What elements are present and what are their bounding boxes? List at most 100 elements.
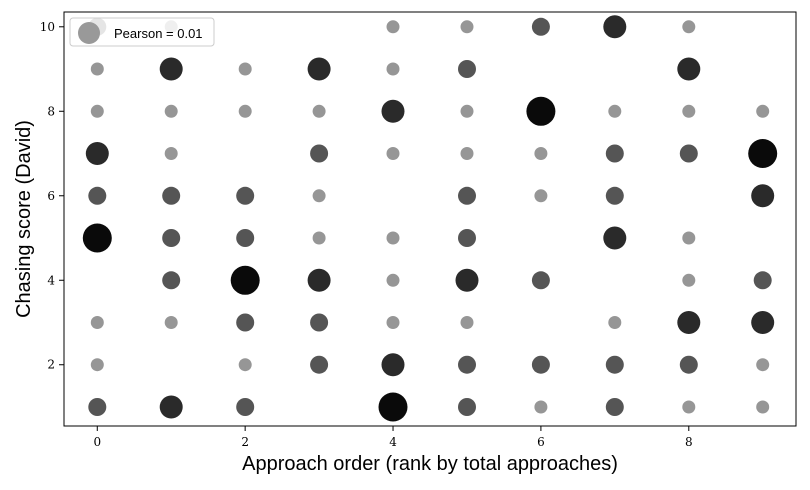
data-point-21: [608, 104, 622, 118]
legend: Pearson = 0.01: [69, 17, 215, 47]
data-point-59: [236, 313, 255, 332]
data-point-83: [756, 400, 770, 414]
data-point-62: [460, 316, 474, 329]
data-point-53: [455, 268, 479, 292]
data-point-18: [381, 99, 405, 123]
data-point-63: [608, 316, 622, 329]
points-layer: [82, 15, 778, 422]
y-tick-label-4: 4: [47, 273, 55, 287]
y-axis-ticks: 2 4 6 8 10: [40, 20, 64, 372]
data-point-70: [458, 355, 476, 374]
data-point-45: [386, 231, 400, 245]
data-point-29: [534, 147, 548, 160]
data-point-82: [682, 400, 696, 414]
data-point-43: [236, 229, 255, 247]
legend-marker: [78, 22, 100, 44]
data-point-68: [310, 355, 329, 374]
data-point-35: [236, 186, 255, 205]
data-point-27: [386, 147, 400, 160]
data-point-12: [458, 60, 476, 78]
data-point-73: [679, 355, 698, 374]
data-point-40: [751, 184, 775, 208]
x-tick-label-6: 6: [537, 435, 545, 449]
data-point-3: [460, 20, 474, 34]
data-point-42: [162, 229, 181, 247]
data-point-19: [460, 104, 474, 118]
data-point-79: [458, 398, 476, 416]
data-point-44: [312, 231, 326, 245]
legend-label: Pearson = 0.01: [114, 26, 203, 41]
y-axis-label: Chasing score (David): [13, 120, 35, 318]
data-point-51: [307, 268, 331, 292]
data-point-26: [310, 144, 329, 163]
data-point-50: [230, 265, 260, 295]
y-tick-label-6: 6: [47, 189, 55, 203]
data-point-37: [458, 186, 476, 205]
data-point-33: [88, 186, 107, 205]
data-point-69: [381, 353, 405, 377]
y-tick-label-2: 2: [47, 358, 55, 372]
data-point-75: [88, 398, 107, 416]
data-point-38: [534, 189, 548, 203]
data-point-77: [236, 398, 255, 416]
data-point-52: [386, 273, 400, 287]
data-point-80: [534, 400, 548, 414]
legend-box: [69, 17, 215, 47]
data-point-60: [310, 313, 329, 332]
data-point-16: [238, 104, 252, 118]
data-point-8: [159, 57, 183, 81]
data-point-65: [751, 311, 775, 334]
data-point-71: [531, 355, 550, 374]
data-point-49: [162, 271, 181, 290]
data-point-22: [682, 104, 696, 118]
data-point-48: [682, 231, 696, 245]
data-point-9: [238, 62, 252, 76]
data-point-4: [531, 17, 550, 36]
data-point-72: [605, 355, 624, 374]
data-point-58: [164, 316, 178, 329]
data-point-23: [756, 104, 770, 118]
data-point-6: [682, 20, 696, 34]
data-point-2: [386, 20, 400, 34]
data-point-76: [159, 395, 183, 419]
data-point-47: [603, 226, 627, 250]
data-point-15: [164, 104, 178, 118]
data-point-57: [90, 316, 104, 329]
x-tick-label-8: 8: [685, 435, 693, 449]
data-point-14: [90, 104, 104, 118]
data-point-46: [458, 229, 476, 247]
data-point-17: [312, 104, 326, 118]
data-point-13: [677, 57, 701, 81]
data-point-74: [756, 358, 770, 372]
data-point-36: [312, 189, 326, 203]
data-point-28: [460, 147, 474, 160]
data-point-66: [90, 358, 104, 372]
x-tick-label-2: 2: [241, 435, 249, 449]
data-point-54: [531, 271, 550, 290]
data-point-39: [605, 186, 624, 205]
data-point-61: [386, 316, 400, 329]
data-point-67: [238, 358, 252, 372]
data-point-55: [682, 273, 696, 287]
data-point-5: [603, 15, 627, 39]
plot-area-frame: [63, 11, 797, 427]
data-point-32: [748, 139, 778, 168]
data-point-41: [82, 223, 112, 253]
x-tick-label-4: 4: [389, 435, 397, 449]
x-axis-ticks: 0 2 4 6 8: [93, 426, 693, 449]
y-tick-label-8: 8: [47, 104, 55, 118]
data-point-78: [378, 392, 408, 422]
data-point-81: [605, 398, 624, 416]
data-point-30: [605, 144, 624, 163]
y-tick-label-10: 10: [40, 20, 55, 34]
x-axis-label: Approach order (rank by total approaches…: [242, 453, 618, 475]
x-tick-label-0: 0: [93, 435, 101, 449]
data-point-56: [753, 271, 772, 290]
data-point-25: [164, 147, 178, 160]
data-point-64: [677, 311, 701, 334]
data-point-20: [526, 96, 556, 126]
data-point-34: [162, 186, 181, 205]
data-point-7: [90, 62, 104, 76]
data-point-31: [679, 144, 698, 163]
